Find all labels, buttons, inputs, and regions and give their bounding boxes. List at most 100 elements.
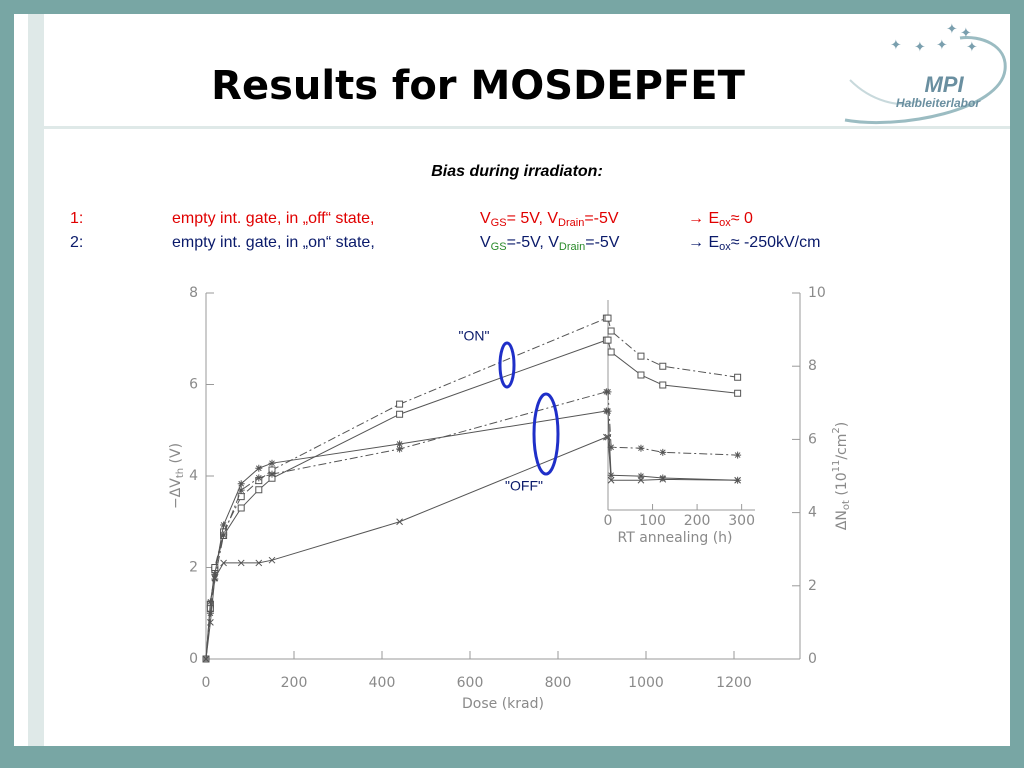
marker <box>396 518 403 526</box>
y-tick-label: 4 <box>189 468 198 484</box>
y2-axis-label: ΔNot (1011/cm2) <box>831 422 852 530</box>
subscript: th <box>175 468 186 478</box>
heading: Bias during irradiaton: <box>431 163 603 180</box>
label-part: ) <box>834 422 850 427</box>
marker <box>604 336 612 344</box>
x-tick-label: 800 <box>545 675 572 691</box>
marker <box>734 373 742 381</box>
marker <box>607 476 615 484</box>
marker <box>607 327 615 335</box>
label-part: (V) <box>168 443 184 468</box>
star: ✦ <box>960 25 972 41</box>
label-part: /cm <box>834 434 850 460</box>
star: ✦ <box>966 39 978 55</box>
marker <box>607 348 615 356</box>
marker <box>237 486 245 494</box>
marker <box>637 472 645 480</box>
marker <box>255 486 263 494</box>
marker <box>206 609 214 617</box>
x-tick-label: 400 <box>369 675 396 691</box>
bias-part: → E <box>688 234 719 251</box>
slide-title: Results for MOSDEPFET <box>211 63 745 109</box>
series-line <box>205 391 607 660</box>
marker <box>396 410 404 418</box>
y-tick-label: 8 <box>189 285 198 301</box>
marker <box>211 570 219 578</box>
annotation-ellipse <box>498 341 516 389</box>
y2-tick-label: 8 <box>808 358 817 374</box>
marker <box>237 559 245 567</box>
marker <box>604 407 612 415</box>
y-axis-label: −ΔVth (V) <box>168 443 186 509</box>
bias-text: 1: <box>70 210 83 227</box>
marker <box>637 352 645 360</box>
side-stripe <box>28 14 44 746</box>
subscript: Drain <box>558 217 584 229</box>
marker <box>659 474 667 482</box>
marker <box>396 440 404 448</box>
bias-part: = 5V, V <box>507 210 559 227</box>
marker <box>220 559 227 567</box>
inset-x-tick-label: 200 <box>684 513 711 529</box>
marker <box>604 388 612 396</box>
subscript: GS <box>491 217 507 229</box>
inset-x-tick-label: 100 <box>639 513 666 529</box>
bias-part: empty int. gate, in „off“ state, <box>172 210 374 227</box>
marker <box>659 362 667 370</box>
x-tick-label: 0 <box>202 675 211 691</box>
x-axis-label: Dose (krad) <box>462 696 544 712</box>
marker <box>604 433 612 441</box>
logo-stars: ✦ ✦ ✦ ✦ ✦ ✦ <box>890 21 978 55</box>
bias-text: VGS= 5V, VDrain=-5V <box>480 210 619 229</box>
label-part: (10 <box>834 472 850 500</box>
label-part: −ΔV <box>168 478 184 509</box>
marker <box>255 464 263 472</box>
bias-part: → E <box>688 210 719 227</box>
bias-text: VGS=-5V, VDrain=-5V <box>480 234 620 253</box>
bias-part: ≈ -250kV/cm <box>731 234 821 251</box>
subscript: GS <box>491 241 507 253</box>
bias-part: 2: <box>70 234 83 251</box>
bias-text: empty int. gate, in „on“ state, <box>172 234 375 251</box>
logo-swoosh <box>844 35 1007 124</box>
bias-part: V <box>480 234 491 251</box>
bias-part: 1: <box>70 210 83 227</box>
inset-x-tick-label: 0 <box>604 513 613 529</box>
bias-part: =-5V <box>584 210 619 227</box>
y2-tick-label: 6 <box>808 431 817 447</box>
inset-x-tick-label: 300 <box>728 513 755 529</box>
marker <box>237 504 245 512</box>
subscript: ox <box>719 217 731 229</box>
y2-tick-label: 4 <box>808 505 817 521</box>
marker <box>637 444 645 452</box>
star: ✦ <box>936 37 948 53</box>
bias-text: → Eox≈ 0 <box>688 210 753 229</box>
x-tick-label: 600 <box>457 675 484 691</box>
marker <box>268 470 276 478</box>
bias-part: =-5V <box>585 234 620 251</box>
marker <box>211 574 219 582</box>
bias-part: empty int. gate, in „on“ state, <box>172 234 375 251</box>
marker <box>206 598 214 606</box>
bias-part: ≈ 0 <box>731 210 753 227</box>
marker <box>268 459 276 467</box>
marker <box>396 445 404 453</box>
y2-tick-label: 0 <box>808 651 817 667</box>
x-tick-label: 1000 <box>628 675 664 691</box>
marker <box>255 474 263 482</box>
marker <box>255 559 263 567</box>
marker <box>659 381 667 389</box>
marker <box>202 655 210 663</box>
x-tick-label: 200 <box>281 675 308 691</box>
annotation-ellipse <box>532 392 560 476</box>
marker <box>604 314 612 322</box>
script: 2 <box>831 427 842 433</box>
script: 11 <box>831 460 842 473</box>
marker <box>734 389 742 397</box>
annotation-label: "ON" <box>459 328 490 344</box>
marker <box>607 443 615 451</box>
x-tick-label: 1200 <box>716 675 752 691</box>
y2-tick-label: 10 <box>808 285 826 301</box>
marker <box>207 619 214 626</box>
